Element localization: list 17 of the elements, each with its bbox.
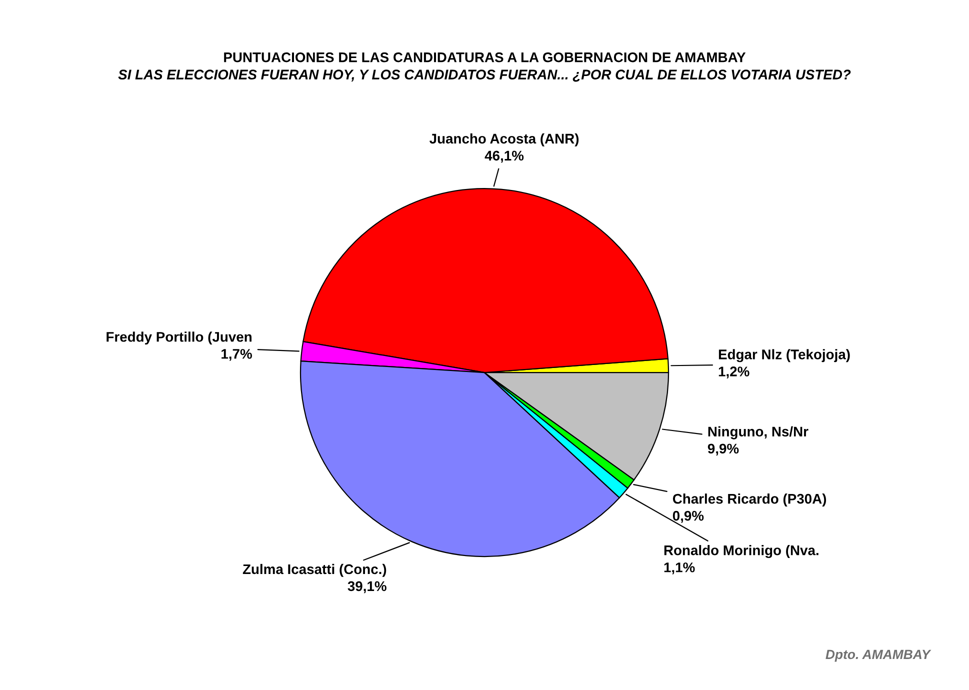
- data-label: 46,1%: [484, 150, 524, 163]
- chart-title: PUNTUACIONES DE LAS CANDIDATURAS A LA GOBERNACION DE AMAMBAY: [224, 52, 746, 62]
- slice-label: Juancho Acosta (ANR): [430, 133, 579, 146]
- chart-subtitle: SI LAS ELECCIONES FUERAN HOY, Y LOS CANDIDATOS FUERAN... ¿POR CUAL DE ELLOS VOTARIA USTED?: [118, 70, 851, 82]
- slice-label: Zulma Icasatti (Conc.): [242, 564, 386, 577]
- slice-label: Ninguno, Ns/Nr: [708, 426, 808, 440]
- data-label: 1,2%: [718, 366, 750, 378]
- text: Dpto. AMAMBAY: [826, 650, 932, 662]
- slice-label: Ronaldo Morinigo (Nva.: [664, 545, 818, 558]
- slice-label: Freddy Portillo (Juven: [106, 332, 252, 345]
- data-label: 1,1%: [664, 562, 695, 574]
- data-label: 39,1%: [348, 581, 386, 594]
- data-label: 0,9%: [672, 510, 704, 523]
- data-label: 1,7%: [222, 348, 252, 361]
- slice-label: Edgar Nlz (Tekojoja): [718, 349, 850, 362]
- data-label: 9,9%: [708, 444, 739, 456]
- slice-label: Charles Ricardo (P30A): [672, 494, 826, 506]
